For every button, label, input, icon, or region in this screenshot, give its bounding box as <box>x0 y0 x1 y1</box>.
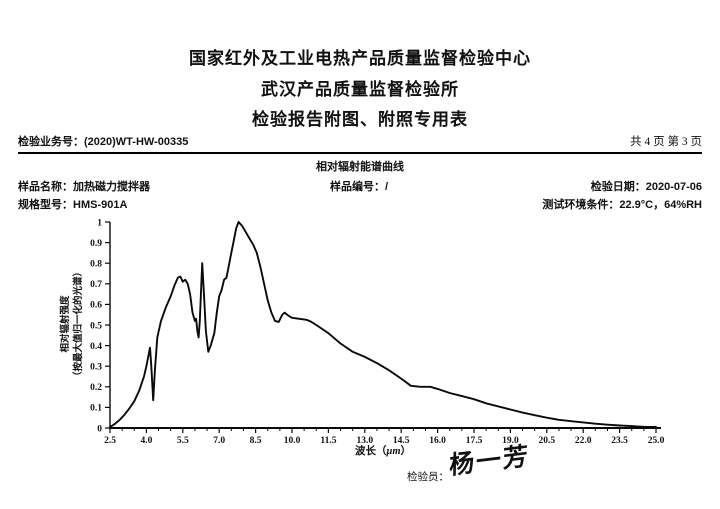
x-tick-label: 16.0 <box>429 436 446 446</box>
y-tick-label: 0.4 <box>90 342 102 352</box>
spectrum-chart: 2.5 4.0 5.5 7.0 8.5 10.0 11.5 13.0 14.5 16.0 17.5 1… <box>90 218 665 446</box>
y-tick-label: 0 <box>97 424 102 434</box>
test-date-value: 2020-07-06 <box>645 181 702 193</box>
inspector-label: 检验员： <box>407 471 449 483</box>
y-tick-label: 0.3 <box>90 363 102 373</box>
meta-row: 检验业务号：(2020)WT-HW-00335 共 4 页 第 3 页 <box>18 133 702 149</box>
org-title-line2: 武汉产品质量监督检验所 <box>261 80 459 99</box>
page-indicator: 共 4 页 第 3 页 <box>630 136 702 148</box>
report-number-value: (2020)WT-HW-00335 <box>84 136 189 148</box>
model-number: 规格型号：HMS-901A <box>18 196 127 212</box>
x-tick-label: 11.5 <box>320 436 336 446</box>
x-tick-label: 7.0 <box>213 436 225 446</box>
sample-name-label: 样品名称： <box>18 181 73 193</box>
test-environment: 测试环境条件：22.9°C，64%RH <box>542 196 702 212</box>
sample-number-value: / <box>385 181 389 193</box>
y-tick-label: 0.8 <box>90 260 102 270</box>
x-tick-label: 20.5 <box>538 436 555 446</box>
chart-title: 相对辐射能谱曲线 <box>316 161 404 173</box>
y-tick-label: 1 <box>97 218 102 228</box>
sample-number: 样品编号：/ <box>330 178 388 194</box>
x-tick-label: 23.5 <box>611 436 628 446</box>
report-number-label: 检验业务号： <box>18 136 84 148</box>
x-axis-title-text: 波长（ <box>354 445 387 457</box>
x-tick-label: 8.5 <box>250 436 262 446</box>
x-tick-label: 19.0 <box>502 436 519 446</box>
x-tick-label: 4.0 <box>140 436 152 446</box>
y-tick-label: 0.2 <box>90 383 102 393</box>
sample-number-label: 样品编号： <box>330 181 385 193</box>
test-environment-value: 22.9°C，64%RH <box>619 199 702 211</box>
test-date: 检验日期：2020-07-06 <box>591 178 702 194</box>
x-tick-label: 22.0 <box>575 436 592 446</box>
test-environment-label: 测试环境条件： <box>542 199 620 211</box>
x-axis-title-close: ） <box>400 445 412 457</box>
x-tick-label: 17.5 <box>466 436 483 446</box>
org-title-line1: 国家红外及工业电热产品质量监督检验中心 <box>189 49 531 68</box>
y-tick-label: 0.6 <box>90 301 102 311</box>
x-tick-label: 25.0 <box>648 436 665 446</box>
x-tick-label: 14.5 <box>393 436 410 446</box>
model-label: 规格型号： <box>18 199 73 211</box>
doc-title: 检验报告附图、附照专用表 <box>252 110 468 129</box>
sample-info-row-1: 样品名称：加热磁力搅拌器 样品编号：/ 检验日期：2020-07-06 <box>18 178 702 194</box>
x-axis-title: 波长（μm） <box>110 443 656 458</box>
y-tick-label: 0.7 <box>90 280 102 290</box>
report-number: 检验业务号：(2020)WT-HW-00335 <box>18 133 188 149</box>
x-tick-label: 5.5 <box>177 436 189 446</box>
sample-name: 样品名称：加热磁力搅拌器 <box>18 178 150 194</box>
test-date-label: 检验日期： <box>590 181 646 193</box>
sample-info-row-2: 规格型号：HMS-901A 测试环境条件：22.9°C，64%RH <box>18 196 702 212</box>
model-value: HMS-901A <box>73 199 128 211</box>
y-tick-label: 0.9 <box>90 239 102 249</box>
y-tick-label: 0.1 <box>90 404 102 414</box>
x-tick-label: 10.0 <box>284 436 301 446</box>
x-tick-label: 13.0 <box>356 436 373 446</box>
y-tick-label: 0.5 <box>90 321 102 331</box>
header-divider <box>18 152 702 154</box>
x-axis-unit: μm <box>386 446 401 457</box>
spectrum-curve <box>109 221 657 428</box>
sample-name-value: 加热磁力搅拌器 <box>73 181 150 193</box>
x-tick-label: 2.5 <box>104 436 116 446</box>
